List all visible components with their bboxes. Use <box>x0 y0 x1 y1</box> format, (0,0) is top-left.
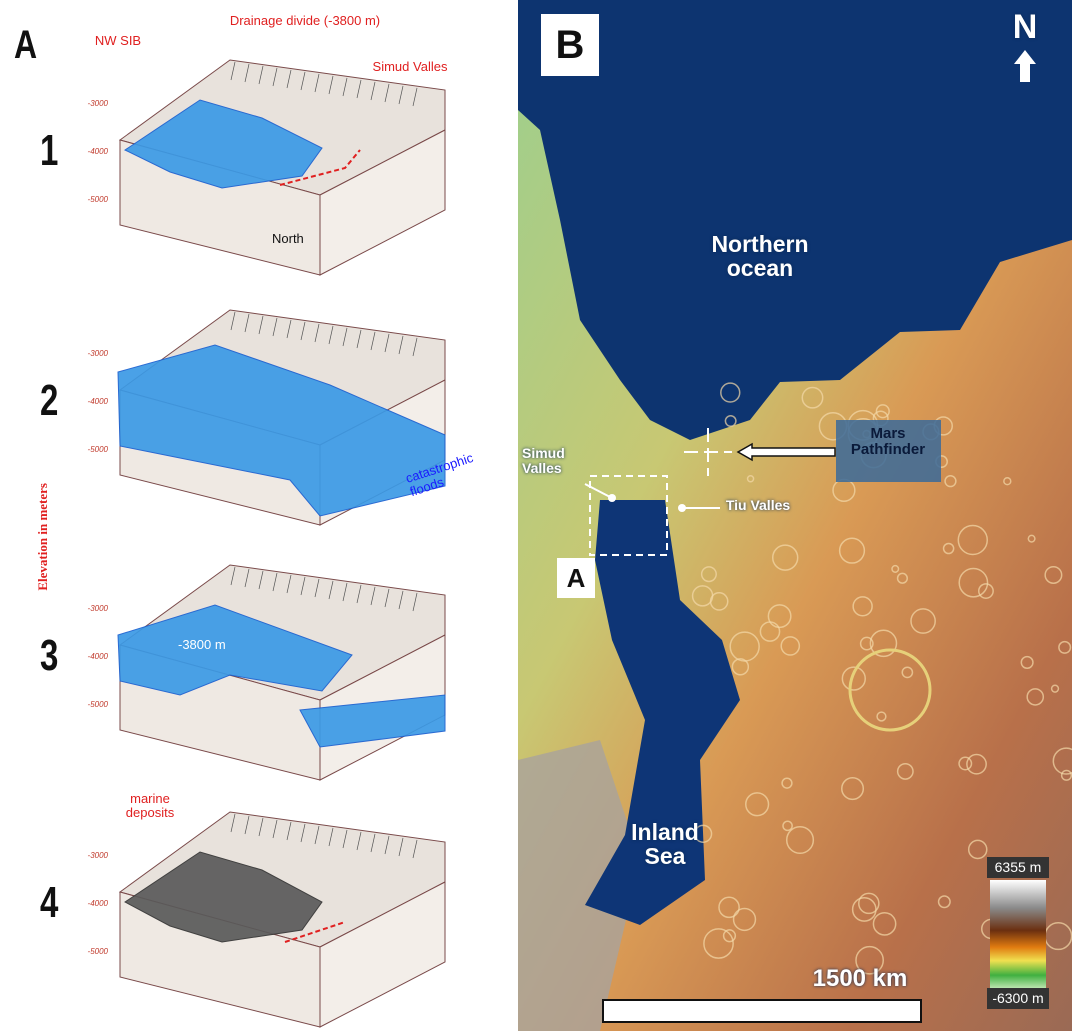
elevation-tick: -4000 <box>78 148 108 156</box>
elevation-legend <box>990 880 1046 992</box>
elevation-tick: -4000 <box>78 398 108 406</box>
elevation-tick: -4000 <box>78 900 108 908</box>
elevation-tick: -3000 <box>78 100 108 108</box>
annotation: Drainage divide (-3800 m) <box>205 14 405 28</box>
sea-label: Inland Sea <box>610 820 720 868</box>
annotation: marine deposits <box>110 792 190 819</box>
axis-label: Elevation in meters <box>36 452 50 622</box>
figure: A Elevation in meters 1 -3000 -4000 -5000 NW… <box>0 0 1072 1031</box>
scale-bar <box>603 1000 921 1022</box>
inset-label: A <box>557 558 595 598</box>
legend-max: 6355 m <box>987 857 1049 878</box>
elevation-tick: -4000 <box>78 653 108 661</box>
pathfinder-label: Mars Pathfinder <box>838 426 938 458</box>
tiu-label: Tiu Valles <box>722 498 794 513</box>
block-diagrams <box>118 60 445 1027</box>
simud-dot <box>608 494 616 502</box>
elevation-tick: -5000 <box>78 196 108 204</box>
block <box>118 565 445 780</box>
stage-number: 2 <box>40 378 58 424</box>
annotation: -3800 m <box>178 638 248 652</box>
elevation-tick: -3000 <box>78 350 108 358</box>
block <box>120 812 445 1027</box>
stage-number: 1 <box>40 128 58 174</box>
elevation-tick: -5000 <box>78 701 108 709</box>
elevation-tick: -5000 <box>78 446 108 454</box>
elevation-tick: -5000 <box>78 948 108 956</box>
figure-art <box>0 0 1072 1031</box>
stage-number: 3 <box>40 633 58 679</box>
scale-label: 1500 km <box>800 966 920 991</box>
annotation: Simud Valles <box>370 60 450 74</box>
block <box>118 310 445 525</box>
annotation: NW SIB <box>78 34 158 48</box>
annotation: North <box>272 232 332 246</box>
panel-label: B <box>541 14 599 76</box>
legend-min: -6300 m <box>987 988 1049 1009</box>
panel-label: A <box>14 24 37 66</box>
elevation-tick: -3000 <box>78 605 108 613</box>
elevation-tick: -3000 <box>78 852 108 860</box>
tiu-dot <box>678 504 686 512</box>
north-label: N <box>1008 10 1042 46</box>
ocean-label: Northern ocean <box>680 232 840 280</box>
simud-label: Simud Valles <box>522 446 584 475</box>
stage-number: 4 <box>40 880 58 926</box>
